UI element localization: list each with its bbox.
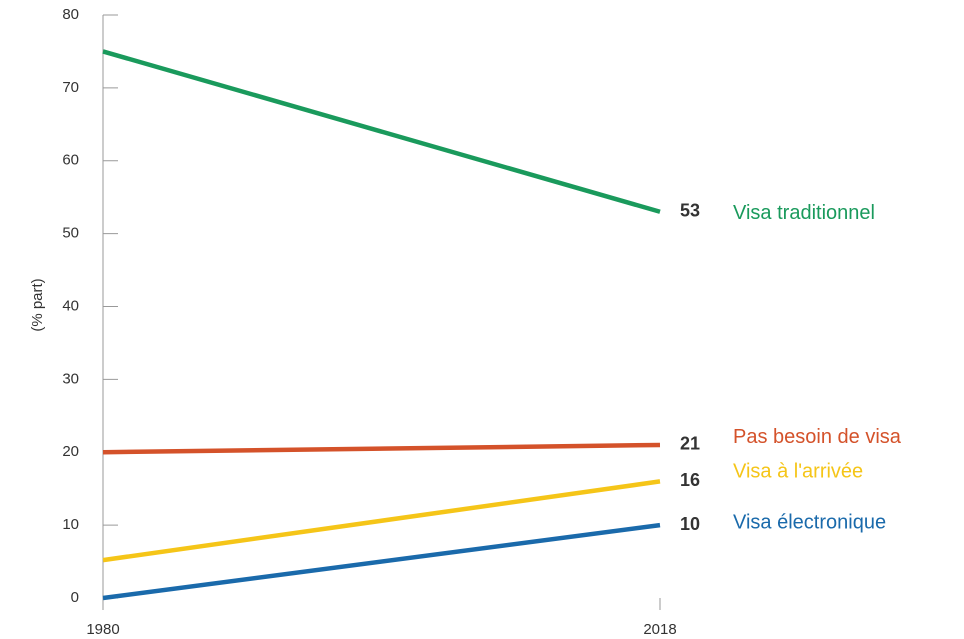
y-tick-label: 50 <box>62 225 79 242</box>
y-tick-label: 80 <box>62 6 79 23</box>
series-label: Pas besoin de visa <box>733 426 902 448</box>
data-label: 16 <box>680 470 700 490</box>
series-label: Visa traditionnel <box>733 202 875 224</box>
series-label: Visa électronique <box>733 511 886 533</box>
line <box>102 479 661 563</box>
line <box>102 49 661 214</box>
y-tick-label: 40 <box>62 297 79 314</box>
data-label: 53 <box>680 201 700 221</box>
line <box>102 522 661 601</box>
series-label: Visa à l'arrivée <box>733 461 863 483</box>
y-axis-label: (% part) <box>29 278 46 331</box>
x-tick-label: 1980 <box>86 621 119 638</box>
y-tick-label: 20 <box>62 443 79 460</box>
y-tick-label: 60 <box>62 152 79 169</box>
x-tick-label: 2018 <box>643 621 676 638</box>
y-tick-label: 70 <box>62 79 79 96</box>
data-label: 21 <box>680 434 700 454</box>
y-tick-label: 0 <box>71 589 79 606</box>
data-label: 10 <box>680 514 700 534</box>
line <box>102 442 661 455</box>
y-tick-label: 30 <box>62 370 79 387</box>
y-tick-label: 10 <box>62 516 79 533</box>
